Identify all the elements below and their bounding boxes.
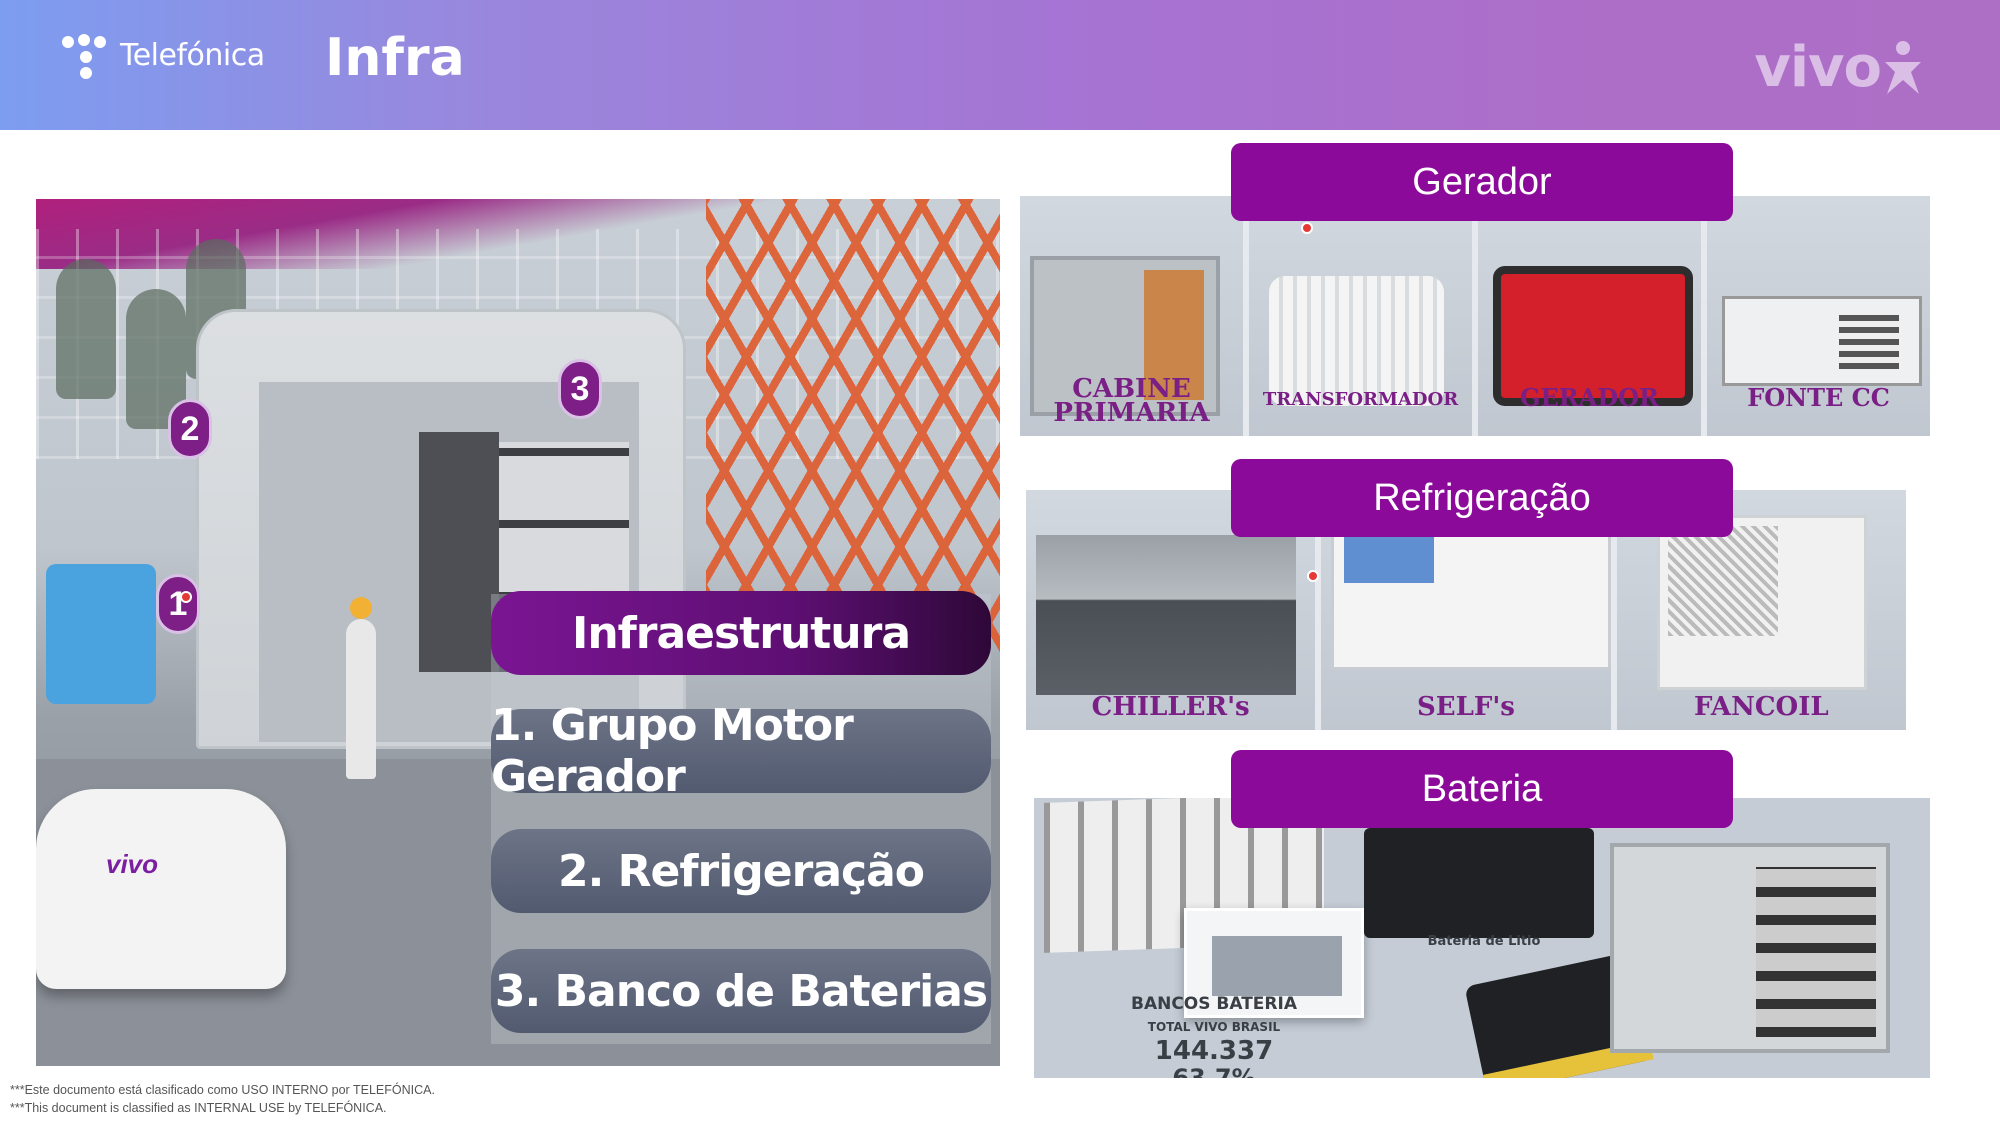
- section-tag-bateria: Bateria: [1231, 750, 1733, 828]
- cabinet-image: [1030, 256, 1220, 416]
- classification-footer: ***Este documento está clasificado como …: [10, 1081, 435, 1117]
- tree: [56, 259, 116, 399]
- self-unit-image: [1331, 520, 1612, 670]
- footer-line-en: ***This document is classified as INTERN…: [10, 1101, 387, 1115]
- tile-label: FONTE CC: [1747, 383, 1890, 413]
- tile-transformador: TRANSFORMADOR: [1249, 196, 1478, 436]
- tile-label: CABINE PRIMARIA: [1020, 373, 1243, 429]
- vivo-star-icon: [1885, 40, 1921, 94]
- total-label: TOTAL VIVO BRASIL: [1147, 1020, 1281, 1034]
- tile-label: GERADOR: [1519, 383, 1660, 413]
- telefonica-dots-icon: [60, 30, 110, 80]
- generator-unit: [46, 564, 156, 704]
- marker-dot: [180, 591, 192, 603]
- marker-2: 2: [168, 399, 212, 459]
- marker-dot: [1301, 222, 1313, 234]
- section-tag-refrigeracao: Refrigeração: [1231, 459, 1733, 537]
- tile-label-text: CABINE PRIMARIA: [1053, 373, 1210, 429]
- fancoil-image: [1656, 515, 1867, 690]
- infrastructure-illustration: vivo 1 2 3 Infraestrutura 1. Grupo Motor…: [36, 199, 1000, 1066]
- vivo-logo-text: vivo: [1754, 35, 1882, 100]
- tile-gerador: GERADOR: [1478, 196, 1707, 436]
- bateria-panel: Bateria de Litio BANCOS BATERIA TOTAL VI…: [1034, 798, 1930, 1078]
- footer-line-pt: ***Este documento está clasificado como …: [10, 1083, 435, 1097]
- tile-cabine-primaria: CABINE PRIMARIA: [1020, 196, 1249, 436]
- infra-item-1: 1. Grupo Motor Gerador: [491, 700, 991, 802]
- page-title: Infra: [325, 28, 465, 88]
- percent-value: 63,7%: [1172, 1064, 1256, 1078]
- transformer-image: [1269, 276, 1444, 406]
- infra-item-2: 2. Refrigeração: [491, 829, 991, 913]
- infra-item-3: 3. Banco de Baterias: [491, 949, 991, 1033]
- tile-label: FANCOIL: [1693, 692, 1829, 723]
- tile-label: CHILLER's: [1091, 692, 1250, 723]
- equipment-rack: [419, 432, 499, 672]
- brand-name: Telefónica: [120, 37, 265, 73]
- tile-label: SELF's: [1417, 692, 1515, 723]
- marker-3: 3: [558, 359, 602, 419]
- tile-label: TRANSFORMADOR: [1262, 388, 1459, 410]
- marker-1: 1: [156, 574, 200, 634]
- telefonica-logo: Telefónica: [60, 30, 265, 80]
- dc-source-image: [1722, 296, 1922, 386]
- header-bar: Telefónica Infra vivo: [0, 0, 2000, 130]
- van-logo: vivo: [106, 849, 159, 879]
- total-value: 144.337: [1154, 1036, 1274, 1066]
- marker-dot: [1307, 570, 1320, 582]
- technician-figure: [346, 597, 376, 779]
- equipment-shelter: [196, 309, 686, 749]
- rectifier-cabinet-image: [1610, 843, 1890, 1053]
- generator-image: [1493, 266, 1693, 406]
- infra-heading: Infraestrutura: [491, 591, 991, 675]
- section-tag-gerador: Gerador: [1231, 143, 1733, 221]
- gerador-strip: CABINE PRIMARIA TRANSFORMADOR GERADOR FO…: [1020, 196, 1930, 436]
- telecom-tower: [706, 199, 1000, 659]
- banks-label: BANCOS BATERIA: [1130, 994, 1297, 1014]
- tile-fonte-cc: FONTE CC: [1707, 196, 1930, 436]
- battery-bank-image: [1184, 908, 1364, 1018]
- lithium-label: Bateria de Litio: [1427, 934, 1541, 949]
- chiller-image: [1036, 535, 1296, 695]
- vivo-logo: vivo: [1754, 35, 1925, 100]
- refrigeracao-strip: CHILLER's SELF's FANCOIL: [1026, 490, 1906, 730]
- service-van: vivo: [36, 789, 286, 989]
- lithium-battery-image: [1364, 828, 1594, 938]
